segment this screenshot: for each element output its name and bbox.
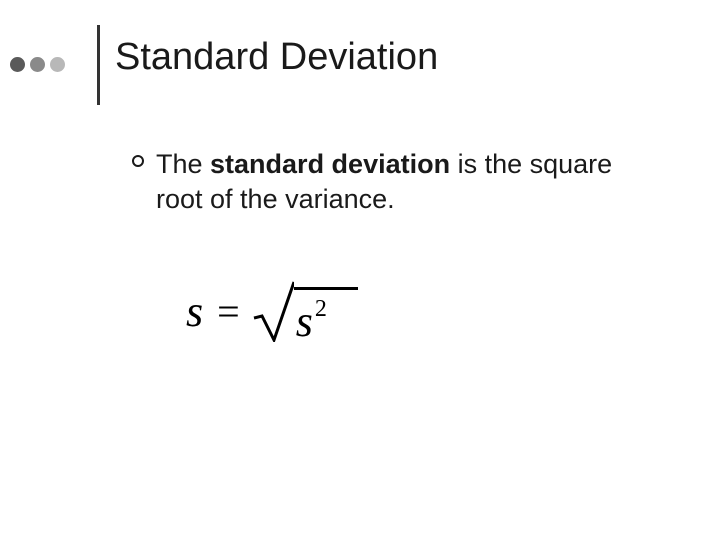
formula-lhs: s [186,286,203,337]
radicand-base: s [296,297,313,346]
slide-title: Standard Deviation [115,36,438,79]
radicand-exponent: 2 [315,296,327,322]
accent-dots [10,57,65,72]
bullet-text-before: The [156,149,210,179]
bullet-text: The standard deviation is the square roo… [156,147,656,216]
bullet-marker-icon [132,155,144,167]
accent-vertical-line [97,25,100,105]
formula-equals: = [217,288,238,335]
radicand: s2 [294,287,358,342]
formula: s = s2 [186,280,358,342]
dot-1 [10,57,25,72]
dot-2 [30,57,45,72]
bullet-text-bold: standard deviation [210,149,450,179]
dot-3 [50,57,65,72]
radical-sign-icon [252,280,294,342]
radical: s2 [252,280,358,342]
